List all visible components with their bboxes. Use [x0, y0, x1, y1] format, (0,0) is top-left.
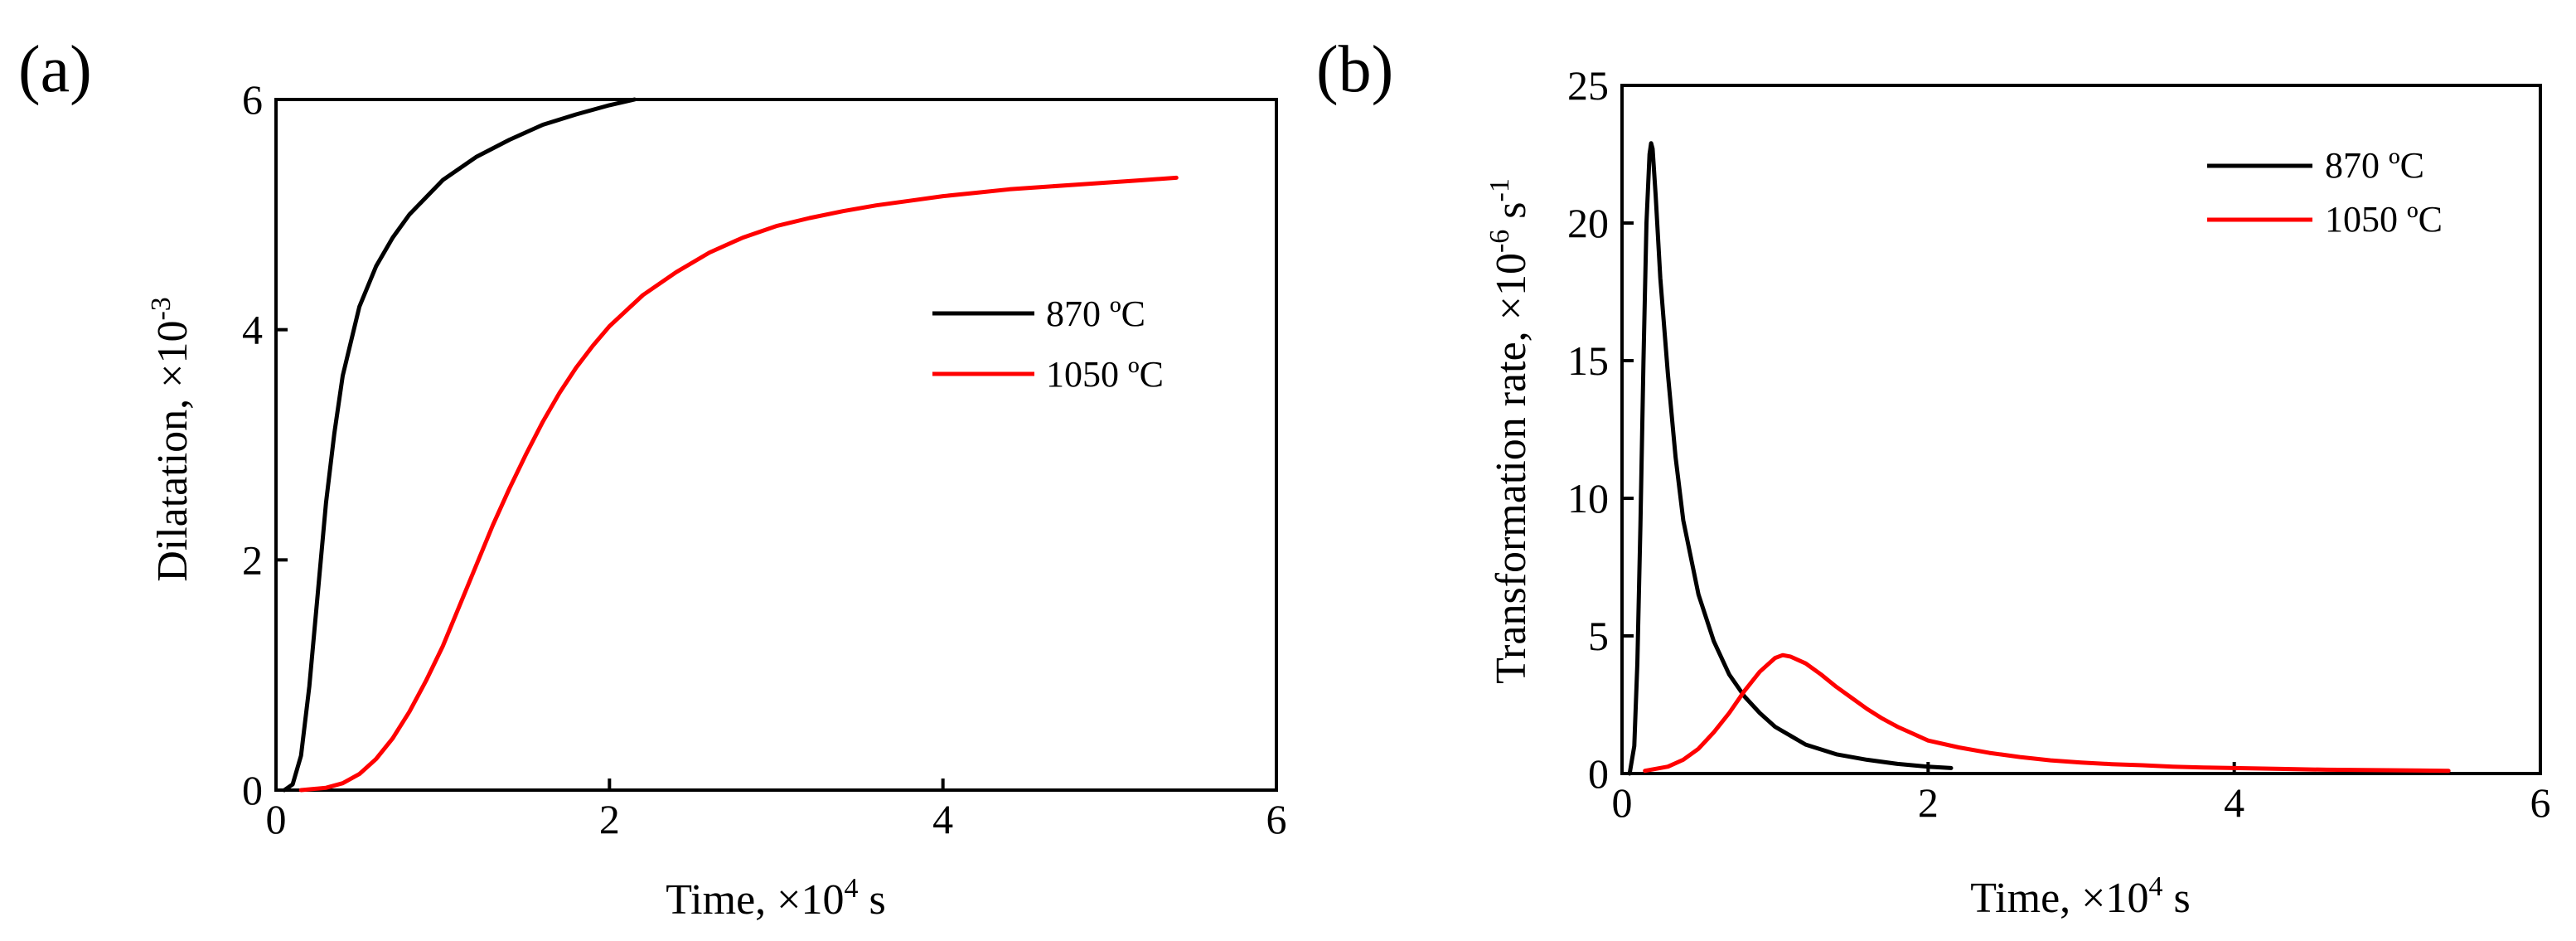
panel-label-a: (a)	[18, 33, 92, 106]
y-tick-label-a-2: 2	[242, 536, 263, 583]
legend-a: 870 ºC 1050 ºC	[932, 293, 1164, 395]
x-tick-label-b-4: 4	[2224, 779, 2244, 826]
y-axis-title-a-sup: -3	[146, 297, 177, 320]
y-tick-label-a-0: 0	[242, 767, 263, 813]
y-tick-label-b-20: 20	[1567, 200, 1609, 246]
y-tick-label-b-25: 25	[1567, 62, 1609, 109]
plot-frame-b	[1620, 84, 2542, 775]
legend-label-a-870: 870 ºC	[1046, 293, 1145, 334]
legend-label-a-1050: 1050 ºC	[1046, 354, 1164, 395]
series-line-b-870	[1627, 141, 1954, 776]
y-tick-label-a-4: 4	[242, 307, 263, 353]
x-axis-title-a-tail: s	[859, 876, 886, 924]
x-axis-title-b-tail: s	[2163, 875, 2191, 922]
y-tick-label-b-0: 0	[1588, 750, 1609, 797]
y-axis-title-a-main: Dilatation, ×10	[149, 321, 196, 582]
series-group-b	[1627, 141, 2451, 776]
series-line-a-1050	[298, 175, 1179, 793]
legend-label-b-870: 870 ºC	[2325, 145, 2424, 186]
y-axis-title-b-sup: -6	[1484, 230, 1515, 253]
legend-label-b-1050: 1050 ºC	[2325, 199, 2443, 240]
y-tick-label-b-10: 10	[1567, 475, 1609, 521]
y-axis-title-b-tail-sup: -1	[1484, 178, 1515, 201]
y-axis-title-b-tail: s	[1488, 201, 1535, 229]
y-tick-label-a-6: 6	[242, 76, 263, 123]
x-tick-label-b-2: 2	[1918, 779, 1939, 826]
axis-ticks-a: 0 2 4 6 0 2 4 6	[242, 76, 1287, 842]
plot-frame-a	[274, 98, 1278, 792]
x-axis-title-a: Time, ×104 s	[666, 873, 886, 924]
y-tick-label-b-5: 5	[1588, 613, 1609, 659]
axis-ticks-b: 0 2 4 6 0 5 10 15 20 25	[1567, 62, 2551, 826]
x-axis-title-b-sup: 4	[2149, 871, 2163, 902]
x-tick-label-a-0: 0	[266, 796, 287, 842]
x-tick-label-b-6: 6	[2530, 779, 2551, 826]
series-line-b-1050	[1643, 652, 2451, 774]
x-tick-label-b-0: 0	[1612, 779, 1633, 826]
x-axis-title-a-sup: 4	[845, 873, 859, 904]
series-line-a-870	[282, 97, 637, 793]
legend-b: 870 ºC 1050 ºC	[2207, 145, 2443, 240]
y-axis-title-a: Dilatation, ×10-3	[146, 297, 196, 582]
x-axis-title-a-main: Time, ×10	[666, 876, 844, 924]
x-axis-title-b-main: Time, ×10	[1970, 875, 2148, 922]
x-tick-label-a-6: 6	[1266, 796, 1287, 842]
x-axis-title-b: Time, ×104 s	[1970, 871, 2191, 922]
y-tick-label-b-15: 15	[1567, 337, 1609, 384]
y-axis-title-b-main: Transformation rate, ×10	[1488, 253, 1535, 684]
x-tick-label-a-4: 4	[932, 796, 953, 842]
x-tick-label-a-2: 2	[599, 796, 620, 842]
y-axis-title-b: Transformation rate, ×10-6 s-1	[1484, 178, 1535, 684]
panel-label-b: (b)	[1316, 33, 1393, 106]
series-group-a	[282, 97, 1179, 793]
